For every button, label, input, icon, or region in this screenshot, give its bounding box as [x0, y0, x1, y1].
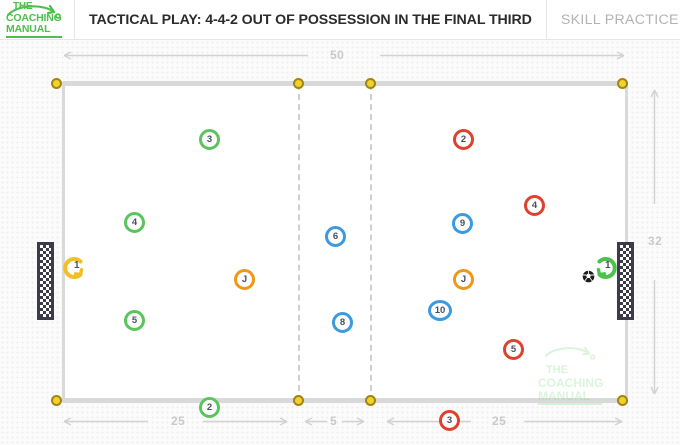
player-token-blue-10[interactable]: 10 — [428, 300, 452, 321]
gk-arrow-circle-right-icon — [596, 257, 617, 279]
goalkeeper-right-label: 1 — [605, 260, 611, 271]
token-label: 2 — [460, 134, 467, 145]
cone-bottom-left[interactable] — [51, 395, 62, 406]
dimension-arrow-top-right — [380, 51, 625, 60]
dimension-label-bottom-left: 25 — [171, 414, 186, 428]
pitch-canvas[interactable]: THE COACHING MANUAL — [0, 40, 680, 445]
dimension-arrow-bottom-3b — [524, 417, 623, 426]
logo-line-2: COACHING — [6, 11, 62, 24]
token-label: 10 — [434, 305, 446, 316]
pitch-line-left — [62, 83, 65, 401]
gk-arrow-circle-icon — [63, 257, 84, 279]
logo-underline — [6, 35, 62, 38]
pitch-surface — [62, 84, 627, 401]
token-label: 6 — [332, 231, 339, 242]
token-label: 2 — [206, 402, 213, 413]
player-token-red-2[interactable]: 2 — [453, 129, 474, 150]
player-token-red-5[interactable]: 5 — [503, 339, 524, 360]
player-token-blue-9[interactable]: 9 — [452, 213, 473, 234]
soccer-ball-icon[interactable] — [582, 270, 595, 283]
page-title: TACTICAL PLAY: 4-4-2 OUT OF POSSESSION I… — [89, 11, 532, 28]
goal-left[interactable] — [37, 242, 54, 320]
arc-arrow-icon — [6, 4, 61, 19]
token-label: 3 — [206, 134, 213, 145]
dimension-arrow-right-top — [650, 89, 659, 204]
pitch-line-top — [62, 81, 628, 86]
dimension-label-right: 32 — [648, 234, 663, 248]
dimension-arrow-bottom-2a — [304, 417, 327, 426]
watermark-underline — [538, 403, 602, 405]
player-token-green-4[interactable]: 4 — [124, 212, 145, 233]
dimension-arrow-right-bottom — [650, 280, 659, 395]
token-label: J — [460, 274, 467, 285]
token-label: J — [241, 274, 248, 285]
player-token-red-4[interactable]: 4 — [524, 195, 545, 216]
token-label: 9 — [459, 218, 466, 229]
player-token-orange-j-left[interactable]: J — [234, 269, 255, 290]
watermark-arc-arrow-icon — [544, 346, 596, 360]
dimension-label-bottom-right: 25 — [492, 414, 507, 428]
player-token-blue-8[interactable]: 8 — [332, 312, 353, 333]
dimension-arrow-top-left — [63, 51, 308, 60]
watermark-line-1: THE — [546, 364, 568, 376]
logo-line-3: MANUAL — [6, 23, 51, 35]
dimension-arrow-bottom-1a — [63, 417, 148, 426]
practice-label: SKILL PRACTICE 1 — [560, 11, 680, 28]
cone-top-mid-right[interactable] — [365, 78, 376, 89]
player-token-green-3[interactable]: 3 — [199, 129, 220, 150]
dimension-label-bottom-mid: 5 — [330, 414, 338, 428]
cone-top-mid-left[interactable] — [293, 78, 304, 89]
token-label: 4 — [131, 217, 138, 228]
cone-top-left[interactable] — [51, 78, 62, 89]
goal-right[interactable] — [617, 242, 634, 320]
player-token-green-2[interactable]: 2 — [199, 397, 220, 418]
zone-line-left — [298, 84, 300, 401]
header-divider-right — [545, 0, 547, 40]
watermark-line-2: COACHING — [538, 376, 604, 390]
token-label: 8 — [339, 317, 346, 328]
cone-bottom-mid-left[interactable] — [293, 395, 304, 406]
goalkeeper-right[interactable]: 1 — [592, 255, 622, 281]
cone-bottom-right[interactable] — [617, 395, 628, 406]
header-divider-left — [74, 0, 75, 40]
goalkeeper-left[interactable]: 1 — [62, 255, 92, 281]
dimension-arrow-bottom-2b — [342, 417, 365, 426]
token-label: 4 — [531, 200, 538, 211]
dimension-label-top: 50 — [330, 48, 345, 62]
token-label: 5 — [131, 315, 138, 326]
dimension-arrow-bottom-1b — [203, 417, 288, 426]
cone-top-right[interactable] — [617, 78, 628, 89]
token-label: 5 — [510, 344, 517, 355]
token-label: 3 — [446, 415, 453, 426]
player-token-blue-6[interactable]: 6 — [325, 226, 346, 247]
goalkeeper-left-label: 1 — [74, 260, 80, 271]
watermark-line-3: MANUAL — [538, 389, 590, 403]
cone-bottom-mid-right[interactable] — [365, 395, 376, 406]
app-header: THE COACHING MANUAL TACTICAL PLAY: 4-4-2… — [0, 0, 680, 40]
pitch-line-bottom — [62, 398, 628, 403]
zone-line-right — [370, 84, 372, 401]
watermark-logo: THE COACHING MANUAL — [538, 345, 638, 405]
player-token-orange-j-right[interactable]: J — [453, 269, 474, 290]
brand-logo: THE COACHING MANUAL — [0, 0, 74, 40]
player-token-green-5[interactable]: 5 — [124, 310, 145, 331]
player-token-red-3[interactable]: 3 — [439, 410, 460, 431]
